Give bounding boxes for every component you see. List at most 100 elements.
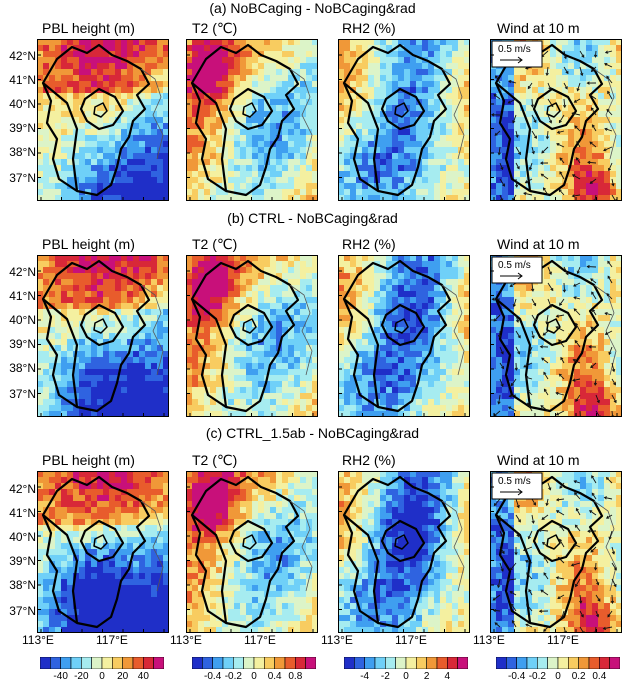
- wind-arrowhead: [560, 616, 564, 620]
- wind-vector: [604, 128, 613, 132]
- wind-arrowhead: [608, 351, 612, 356]
- wind-arrowhead: [590, 365, 594, 369]
- wind-arrowhead: [557, 596, 561, 600]
- wind-vector: [547, 114, 552, 123]
- panel-title-pbl-a: PBL height (m): [42, 20, 135, 36]
- wind-vector: [531, 514, 534, 524]
- wind-vector: [559, 298, 565, 306]
- colorbar-swatch: [192, 657, 203, 669]
- wind-arrowhead: [603, 496, 608, 500]
- wind-arrowhead: [592, 308, 596, 313]
- wind-vector: [559, 157, 565, 164]
- province-border: [79, 519, 125, 563]
- panel-title-wind-b: Wind at 10 m: [497, 236, 580, 252]
- wind-vector: [575, 394, 581, 402]
- wind-arrowhead: [509, 567, 513, 571]
- wind-scale-key: 0.5 m/s: [491, 472, 543, 500]
- province-border: [394, 534, 409, 550]
- wind-arrowhead: [557, 556, 561, 561]
- wind-vector: [555, 326, 565, 332]
- wind-arrowhead: [575, 157, 579, 161]
- wind-arrowhead: [573, 543, 577, 547]
- wind-arrowhead: [555, 412, 560, 416]
- wind-arrowhead: [538, 528, 542, 532]
- map-panel-t2-b: [186, 255, 318, 417]
- wind-arrowhead: [579, 600, 583, 604]
- province-border: [532, 303, 578, 347]
- wind-arrowhead: [587, 529, 591, 533]
- wind-arrowhead: [524, 180, 528, 184]
- colorbar-swatch: [274, 657, 286, 669]
- wind-vector: [576, 141, 581, 148]
- lat-label: 41°N: [9, 289, 36, 303]
- wind-arrowhead: [495, 75, 498, 79]
- colorbar-swatch: [516, 657, 528, 669]
- wind-arrowhead: [533, 302, 537, 307]
- colorbar-label: -0.4: [204, 671, 222, 682]
- wind-arrowhead: [575, 398, 579, 402]
- province-border: [191, 298, 228, 408]
- wind-arrowhead: [515, 134, 519, 139]
- wind-vector: [543, 372, 549, 380]
- wind-scale-arrow: [500, 56, 523, 64]
- wind-arrowhead: [530, 104, 535, 108]
- wind-vector: [591, 66, 597, 72]
- wind-vector: [510, 282, 517, 287]
- province-border: [242, 102, 257, 118]
- wind-vector: [510, 562, 517, 571]
- colorbar-swatch: [122, 657, 134, 669]
- wind-arrowhead: [555, 391, 559, 396]
- wind-vector: [547, 282, 554, 291]
- colorbar-swatch: [436, 657, 448, 669]
- wind-arrowhead: [581, 54, 585, 58]
- wind-arrowhead: [514, 552, 518, 556]
- wind-scale-label: 0.5 m/s: [498, 260, 531, 271]
- coastline: [593, 68, 617, 160]
- wind-vector: [595, 394, 600, 403]
- colorbar-swatch: [233, 657, 244, 669]
- wind-arrowhead: [550, 287, 554, 292]
- wind-vector: [594, 50, 597, 58]
- wind-vector: [493, 410, 501, 417]
- wind-vector: [515, 130, 518, 138]
- wind-arrowhead: [525, 623, 529, 627]
- wind-arrowhead: [545, 502, 549, 507]
- wind-arrowhead: [591, 492, 595, 496]
- lat-label: 41°N: [9, 506, 36, 520]
- lon-label-113-t2: 113°E: [170, 633, 202, 647]
- wind-vector: [541, 173, 549, 180]
- wind-arrowhead: [573, 99, 577, 103]
- wind-vector: [528, 346, 533, 355]
- wind-vector: [611, 546, 615, 554]
- wind-arrowhead: [558, 188, 562, 193]
- wind-arrowhead: [611, 368, 616, 373]
- wind-arrowhead: [590, 326, 594, 330]
- wind-vector: [573, 359, 581, 364]
- colorbar-swatch: [91, 657, 103, 669]
- row-title-c: (c) CTRL_1.5ab - NoBCaging&rad: [205, 425, 420, 441]
- wind-arrowhead: [526, 389, 531, 393]
- colorbar-swatch: [599, 657, 610, 669]
- wind-vector: [577, 266, 581, 274]
- row-title-b: (b) CTRL - NoBCaging&rad: [227, 210, 398, 226]
- wind-vector: [574, 492, 581, 500]
- wind-vector: [606, 109, 613, 116]
- wind-vector: [595, 562, 597, 570]
- lon-label-113-wind: 113°E: [473, 633, 505, 647]
- wind-arrowhead: [586, 265, 590, 269]
- wind-vector: [546, 130, 549, 139]
- wind-arrowhead: [527, 402, 531, 406]
- wind-arrowhead: [493, 318, 497, 322]
- wind-vector: [579, 594, 582, 604]
- wind-arrowhead: [514, 367, 518, 371]
- lat-label: 39°N: [9, 554, 36, 568]
- lat-label: 38°N: [9, 578, 36, 592]
- wind-vector: [497, 578, 501, 588]
- colorbar-label: 0.8: [288, 671, 303, 682]
- wind-vector: [547, 266, 552, 275]
- wind-vector: [510, 603, 517, 612]
- wind-arrowhead: [558, 119, 562, 124]
- wind-vector: [591, 492, 597, 500]
- wind-vector: [529, 162, 533, 170]
- wind-vector: [595, 610, 599, 617]
